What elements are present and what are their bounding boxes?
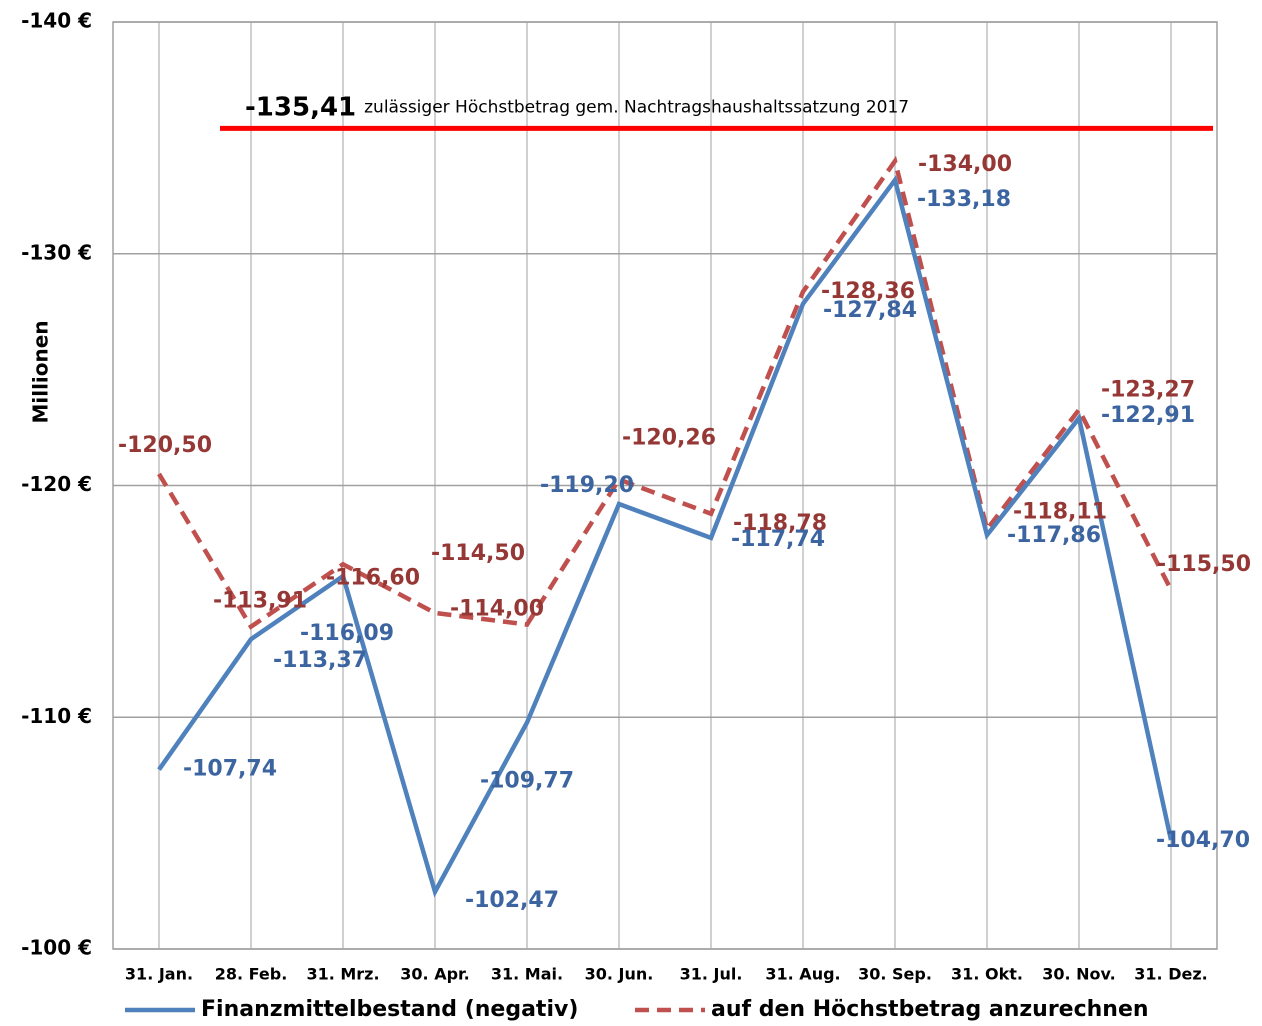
data-label: -114,50 [431,541,525,566]
data-label: -118,11 [1013,499,1107,524]
data-label: -109,77 [480,769,574,794]
data-label: -134,00 [918,152,1012,177]
x-tick-label: 30. Apr. [400,965,469,984]
legend-label: auf den Höchstbetrag anzurechnen [711,997,1149,1022]
y-tick-label: -120 € [21,472,92,496]
x-tick-label: 31. Jul. [680,965,743,984]
data-label: -113,37 [273,648,367,673]
data-label: -127,84 [823,298,917,323]
data-label: -116,09 [300,621,394,646]
y-tick-label: -130 € [21,240,92,264]
data-label: -120,26 [622,425,716,450]
x-tick-label: 30. Sep. [858,965,932,984]
reference-annotation: -135,41 zulässiger Höchstbetrag gem. Nach… [245,92,909,122]
y-tick-label: -100 € [21,936,92,960]
reference-value: -135,41 [245,92,356,122]
series-line [157,174,1174,898]
data-label: -118,78 [733,511,827,536]
data-label: -116,60 [326,565,420,590]
x-tick-label: 30. Jun. [585,965,654,984]
data-label: -128,36 [821,279,915,304]
x-tick-label: 31. Okt. [951,965,1023,984]
series-line [157,155,1174,630]
x-tick-label: 31. Mrz. [306,965,379,984]
data-label: -123,27 [1101,378,1195,403]
x-tick-label: 28. Feb. [215,965,288,984]
data-label: -120,50 [118,433,212,458]
data-label: -122,91 [1101,403,1195,428]
x-tick-label: 31. Aug. [765,965,840,984]
y-tick-label: -110 € [21,704,92,728]
x-tick-label: 31. Dez. [1134,965,1207,984]
reference-text: zulässiger Höchstbetrag gem. Nachtragsha… [364,97,909,117]
legend-label: Finanzmittelbestand (negativ) [201,997,578,1022]
data-label: -117,74 [731,527,825,552]
x-tick-label: 31. Jan. [125,965,193,984]
y-axis-label: Millionen [29,320,53,423]
data-label: -119,20 [540,473,634,498]
data-label: -115,50 [1157,552,1251,577]
data-label: -107,74 [183,757,277,782]
data-label: -104,70 [1156,828,1250,853]
data-label: -102,47 [465,888,559,913]
y-tick-label: -140 € [21,9,92,33]
data-label: -117,86 [1007,523,1101,548]
data-label: -133,18 [917,187,1011,212]
x-tick-label: 31. Mai. [491,965,563,984]
data-label: -114,00 [450,597,544,622]
data-label: -113,91 [213,589,307,614]
x-tick-label: 30. Nov. [1042,965,1116,984]
